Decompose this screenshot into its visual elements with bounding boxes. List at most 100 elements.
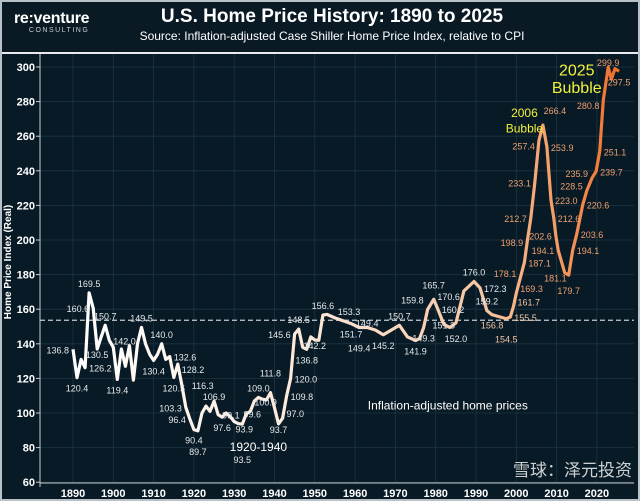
data-label: 251.1 — [604, 148, 627, 158]
x-tick-label: 1930 — [222, 488, 246, 500]
data-label: 145.2 — [372, 341, 395, 351]
data-label: 169.3 — [520, 284, 543, 294]
data-label: 150.7 — [94, 311, 117, 321]
data-label: 178.1 — [494, 269, 517, 279]
data-label: 156.8 — [481, 321, 504, 331]
data-label: 120.4 — [66, 384, 89, 394]
y-axis-label: Home Price Index (Real) — [3, 205, 14, 319]
data-label: 299.9 — [597, 58, 620, 68]
data-label: 149.4 — [348, 344, 371, 354]
y-tick-label: 180 — [17, 270, 35, 282]
data-label: 93.5 — [233, 455, 251, 465]
data-label: 93.9 — [235, 425, 253, 435]
data-label: 90.4 — [185, 436, 203, 446]
data-label: 280.8 — [577, 101, 600, 111]
x-tick-label: 1920 — [182, 488, 206, 500]
data-label: 153.3 — [338, 307, 361, 317]
data-label: 194.1 — [577, 246, 600, 256]
data-label: 106.9 — [203, 392, 226, 402]
data-label: 257.4 — [512, 142, 535, 152]
x-tick-label: 1890 — [61, 488, 85, 500]
data-label: 220.6 — [587, 200, 610, 210]
annotation: Inflation-adjusted home prices — [368, 399, 528, 413]
annotation: 1920-1940 — [230, 440, 288, 454]
data-label: 132.6 — [174, 353, 197, 363]
data-label: 151.3 — [432, 320, 455, 330]
data-label: 136.8 — [295, 355, 318, 365]
data-label: 198.9 — [501, 238, 524, 248]
data-label: 212.7 — [504, 214, 527, 224]
data-label: 148.5 — [287, 315, 310, 325]
data-label: 165.7 — [422, 280, 445, 290]
data-label: 151.7 — [340, 330, 363, 340]
data-label: 266.4 — [544, 106, 567, 116]
data-label: 297.5 — [608, 77, 631, 87]
data-label: 176.0 — [463, 268, 486, 278]
data-label: 149.3 — [412, 334, 435, 344]
y-tick-label: 60 — [23, 477, 35, 489]
x-tick-label: 2000 — [504, 488, 528, 500]
x-tick-label: 2010 — [544, 488, 568, 500]
data-label: 161.7 — [517, 297, 540, 307]
data-label: 149.5 — [130, 313, 153, 323]
data-label: 136.8 — [46, 345, 69, 355]
data-label: 194.1 — [532, 246, 555, 256]
data-label: 116.3 — [192, 381, 214, 391]
watermark: 雪球：泽元投资 — [513, 461, 632, 480]
data-label: 155.5 — [514, 313, 537, 323]
data-label: 150.7 — [388, 311, 411, 321]
logo-sub: CONSULTING — [28, 27, 90, 34]
data-label: 169.5 — [78, 279, 101, 289]
data-label: 142.2 — [304, 341, 327, 351]
x-tick-label: 1980 — [423, 488, 447, 500]
logo-main: re:venture — [14, 10, 90, 27]
data-label: 228.5 — [560, 182, 583, 192]
data-label: 126.2 — [89, 364, 112, 374]
x-tick-label: 2020 — [585, 488, 609, 500]
data-label: 130.4 — [142, 366, 165, 376]
data-label: 239.7 — [600, 167, 623, 177]
data-label: 93.7 — [270, 425, 288, 435]
annotation: 2025 — [559, 63, 595, 80]
data-label: 160.6 — [67, 304, 90, 314]
data-label: 253.9 — [551, 143, 574, 153]
x-tick-label: 1950 — [303, 488, 327, 500]
data-label: 156.6 — [312, 301, 335, 311]
y-tick-label: 80 — [23, 443, 35, 455]
y-tick-label: 220 — [17, 200, 35, 212]
data-label: 140.0 — [150, 330, 173, 340]
data-label: 97.6 — [213, 423, 231, 433]
data-label: 154.5 — [495, 335, 518, 345]
x-tick-label: 1940 — [262, 488, 286, 500]
y-tick-label: 280 — [17, 97, 35, 109]
data-label: 223.0 — [555, 196, 578, 206]
data-label: 202.6 — [529, 232, 552, 242]
data-label: 141.9 — [404, 347, 427, 357]
data-label: 172.3 — [484, 284, 507, 294]
data-label: 170.6 — [437, 292, 460, 302]
series-line — [71, 65, 620, 433]
data-label: 212.6 — [558, 214, 581, 224]
data-label: 109.8 — [291, 392, 314, 402]
data-label: 159.2 — [476, 297, 499, 307]
data-label: 233.1 — [508, 179, 531, 189]
x-tick-label: 1900 — [101, 488, 125, 500]
data-label: 109.0 — [247, 383, 270, 393]
logo: re:venture CONSULTING — [14, 10, 90, 34]
data-label: 111.8 — [260, 369, 281, 379]
x-tick-label: 1990 — [464, 488, 488, 500]
data-label: 120.5 — [162, 384, 185, 394]
y-tick-label: 120 — [17, 373, 35, 385]
data-label: 152.0 — [445, 334, 468, 344]
annotation: 2006 — [511, 106, 538, 120]
data-label: 142.0 — [113, 336, 136, 346]
x-tick-label: 1910 — [141, 488, 165, 500]
data-label: 99.1 — [222, 411, 240, 421]
header: re:venture CONSULTING U.S. Home Price Hi… — [2, 2, 638, 54]
data-label: 89.7 — [189, 447, 207, 457]
y-tick-label: 300 — [17, 62, 35, 74]
y-tick-label: 240 — [17, 166, 35, 178]
chart-subtitle: Source: Inflation-adjusted Case Shiller … — [139, 29, 525, 43]
data-label: 159.8 — [401, 296, 424, 306]
data-label: 120.0 — [295, 374, 318, 384]
